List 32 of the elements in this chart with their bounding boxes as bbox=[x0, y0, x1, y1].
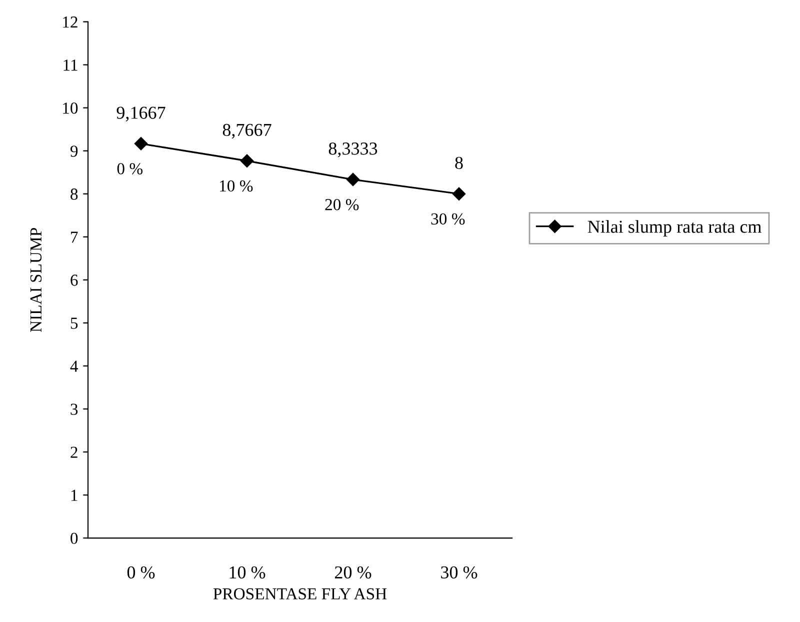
y-tick-label: 0 bbox=[70, 532, 78, 544]
y-tick-label: 11 bbox=[64, 60, 78, 71]
y-tick-label: 4 bbox=[70, 360, 78, 372]
point bbox=[240, 154, 254, 168]
data-label: 8,3333 bbox=[328, 142, 378, 158]
y-tick-label: 7 bbox=[71, 232, 78, 243]
point bbox=[346, 172, 360, 186]
y-axis-title: NILAI SLUMP bbox=[30, 228, 42, 332]
y-tick-label: 12 bbox=[63, 16, 78, 28]
y-tick-label: 10 bbox=[63, 102, 78, 114]
y-tick-label: 8 bbox=[70, 188, 78, 200]
y-tick-label: 3 bbox=[70, 404, 78, 415]
y-tick-label: 5 bbox=[70, 318, 78, 329]
y-tick-label: 9 bbox=[70, 146, 78, 157]
x-tick-label: 0 % bbox=[127, 566, 155, 579]
y-tick-label: 1 bbox=[71, 490, 78, 501]
annotation: 10 % bbox=[220, 180, 253, 192]
y-tick-label: 6 bbox=[70, 274, 78, 286]
annotation: 20 % bbox=[325, 198, 359, 210]
data-label: 8 bbox=[455, 156, 463, 170]
annotation: 0 % bbox=[117, 163, 143, 174]
point bbox=[452, 187, 466, 200]
legend-label: Nilai slump rata rata cm bbox=[588, 220, 762, 237]
y-tick-label: 2 bbox=[70, 446, 78, 458]
point bbox=[134, 137, 148, 150]
x-tick-label: 30 % bbox=[441, 566, 478, 579]
data-label: 9,1667 bbox=[116, 106, 166, 122]
x-tick-label: 10 % bbox=[230, 566, 266, 579]
annotation: 30 % bbox=[431, 213, 465, 225]
data-label: 8,7667 bbox=[222, 124, 272, 139]
x-axis-title: PROSENTASE FLY ASH bbox=[213, 588, 387, 600]
x-tick-label: 20 % bbox=[334, 566, 372, 579]
